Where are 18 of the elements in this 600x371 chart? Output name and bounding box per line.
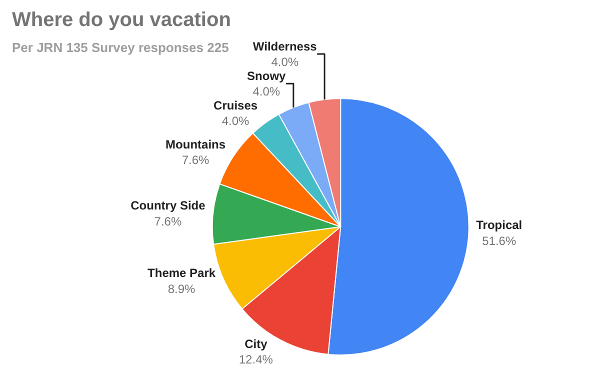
data-label: 12.4% — [238, 352, 274, 366]
data-label: 51.6% — [482, 234, 516, 248]
data-label: 4.0% — [271, 54, 299, 69]
slice-label: Country Side — [130, 198, 206, 213]
slice-label: Theme Park — [148, 266, 216, 280]
chart-title: Where do you vacation — [12, 8, 231, 31]
data-label: 4.0% — [252, 84, 280, 98]
data-label: 7.6% — [154, 214, 182, 228]
slice-label: Tropical — [476, 218, 522, 232]
chart-subtitle: Per JRN 135 Survey responses 225 — [12, 40, 229, 55]
slice-label: Mountains — [166, 137, 226, 152]
slice-label: Snowy — [247, 68, 286, 83]
slice-label: City — [244, 336, 268, 351]
data-label: 7.6% — [182, 152, 210, 167]
slice-label: Wilderness — [252, 39, 318, 54]
data-label: 8.9% — [168, 282, 196, 296]
slice-label: Cruises — [214, 98, 258, 112]
data-label: 4.0% — [222, 114, 250, 128]
